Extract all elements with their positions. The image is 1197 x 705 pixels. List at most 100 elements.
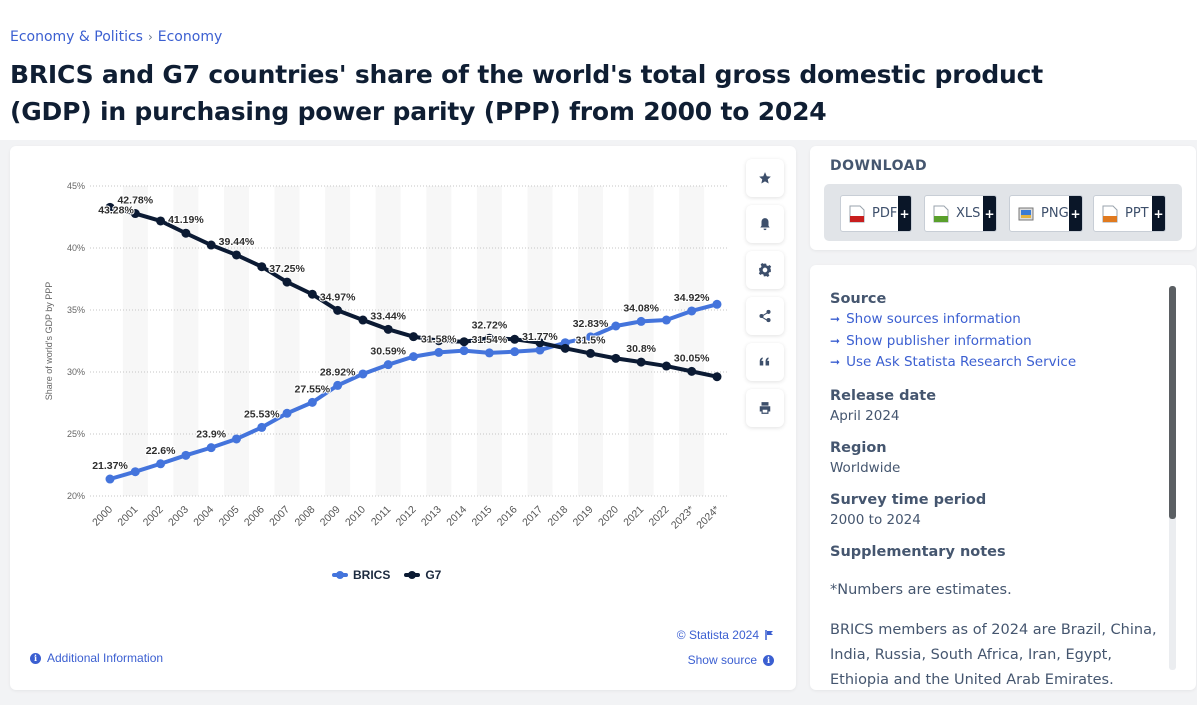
arrow-right-icon: ➞	[830, 312, 841, 326]
line-chart: 20% 25% 30% 35% 40% 45% Share of world's GDP b…	[44, 181, 727, 532]
show-source-link[interactable]: Show source i	[688, 653, 774, 667]
arrow-right-icon: ➞	[830, 355, 841, 369]
data-point-g7	[712, 372, 722, 382]
x-tick-label: 2005	[217, 504, 242, 529]
page-header: Economy & Politics › Economy BRICS and G7 …	[0, 0, 1197, 140]
scrollbar[interactable]	[1169, 286, 1176, 670]
data-point-g7	[333, 305, 343, 315]
research-service-link[interactable]: ➞ Use Ask Statista Research Service	[830, 352, 1160, 374]
x-tick-label: 2014	[444, 504, 469, 529]
x-tick-label: 2013	[419, 504, 444, 529]
legend-swatch-brics	[332, 571, 348, 579]
xls-file-icon	[933, 205, 949, 223]
data-label-brics: 21.37%	[92, 460, 128, 472]
data-point-g7	[206, 240, 216, 250]
data-point-brics	[282, 408, 292, 418]
x-tick-label: 2008	[292, 504, 317, 529]
download-png-button[interactable]: PNG +	[1009, 195, 1083, 232]
survey-period-heading: Survey time period	[830, 491, 987, 508]
flag-icon[interactable]	[765, 630, 774, 640]
x-tick-label: 2020	[596, 504, 621, 529]
bell-icon	[760, 218, 770, 231]
data-label-brics: 32.83%	[573, 318, 609, 330]
data-label-g7: 42.78%	[117, 195, 153, 207]
data-point-brics	[231, 434, 241, 444]
legend-item-g7[interactable]: G7	[404, 568, 441, 582]
notification-button[interactable]	[746, 205, 784, 243]
download-xls-label: XLS	[956, 206, 981, 221]
x-tick-label: 2010	[343, 504, 368, 529]
plus-icon: +	[1152, 196, 1165, 231]
data-label-brics: 31.54%	[472, 334, 508, 346]
data-label-brics: 25.53%	[244, 408, 280, 420]
link-label: Use Ask Statista Research Service	[846, 354, 1077, 370]
column-band	[325, 186, 351, 496]
scrollbar-thumb[interactable]	[1169, 286, 1176, 519]
download-pdf-button[interactable]: PDF +	[840, 195, 912, 232]
download-ppt-button[interactable]: PPT +	[1093, 195, 1166, 232]
data-point-brics	[434, 347, 444, 357]
data-point-g7	[409, 332, 418, 342]
chart-card: 20% 25% 30% 35% 40% 45% Share of world's GDP b…	[10, 146, 796, 690]
copyright-text: © Statista 2024	[676, 628, 759, 642]
column-band	[679, 186, 705, 496]
show-publisher-link[interactable]: ➞ Show publisher information	[830, 331, 1160, 353]
print-button[interactable]	[746, 389, 784, 427]
data-point-brics	[586, 332, 596, 342]
plus-icon: +	[983, 196, 996, 231]
breadcrumb-economy[interactable]: Economy	[157, 29, 223, 45]
column-band	[375, 186, 401, 496]
data-label-g7: 43.28%	[98, 204, 134, 216]
statistic-details-panel: Source ➞ Show sources information ➞ Show p…	[810, 265, 1196, 690]
download-panel: DOWNLOAD PDF + XLS + PNG + PPT +	[810, 146, 1196, 250]
x-tick-label: 2024*	[694, 504, 722, 532]
share-button[interactable]	[746, 297, 784, 335]
data-point-g7	[156, 216, 166, 226]
column-band	[628, 186, 654, 496]
data-point-brics	[687, 306, 697, 316]
region-value: Worldwide	[830, 459, 901, 476]
legend-label: G7	[425, 568, 442, 582]
additional-information-link[interactable]: i Additional Information	[30, 651, 163, 665]
breadcrumb-economy-politics[interactable]: Economy & Politics	[10, 29, 143, 45]
data-label-brics: 23.9%	[196, 429, 226, 441]
show-sources-link[interactable]: ➞ Show sources information	[830, 309, 1160, 331]
data-label-g7: 32.72%	[472, 319, 508, 331]
x-tick-label: 2012	[394, 504, 419, 529]
x-tick-label: 2002	[141, 504, 166, 529]
legend-swatch-g7	[404, 571, 421, 579]
data-label-g7: 30.05%	[674, 352, 710, 364]
data-label-brics: 31.77%	[522, 331, 558, 343]
supplementary-notes-heading: Supplementary notes	[830, 543, 1006, 560]
column-band	[223, 186, 249, 496]
pdf-file-icon	[849, 205, 865, 223]
data-point-g7	[257, 262, 267, 272]
data-point-g7	[586, 348, 596, 358]
settings-button[interactable]	[746, 251, 784, 289]
ppt-file-icon	[1102, 205, 1118, 223]
data-label-brics: 34.08%	[623, 302, 659, 314]
column-band	[274, 186, 300, 496]
source-heading: Source	[830, 291, 887, 307]
y-tick-label: 45%	[67, 181, 85, 191]
breadcrumb: Economy & Politics › Economy	[10, 29, 222, 45]
data-label-g7: 39.44%	[219, 236, 255, 248]
data-label-g7: 37.25%	[269, 263, 305, 275]
page-title: BRICS and G7 countries' share of the wor…	[10, 60, 1043, 126]
legend-item-brics[interactable]: BRICS	[332, 568, 390, 582]
x-tick-label: 2001	[115, 504, 140, 529]
data-label-brics: 28.92%	[320, 366, 356, 378]
link-label: Show publisher information	[846, 332, 1032, 349]
survey-period-value: 2000 to 2024	[830, 511, 921, 528]
x-tick-label: 2000	[90, 504, 115, 529]
data-point-brics	[661, 315, 671, 325]
data-point-brics	[156, 459, 166, 469]
download-xls-button[interactable]: XLS +	[924, 195, 997, 232]
cite-button[interactable]	[746, 343, 784, 381]
favorite-button[interactable]	[746, 159, 784, 197]
breadcrumb-separator: ›	[147, 30, 153, 44]
x-tick-label: 2006	[242, 504, 267, 529]
data-point-g7	[307, 289, 317, 299]
download-title: DOWNLOAD	[830, 158, 928, 174]
x-tick-label: 2019	[571, 504, 596, 529]
